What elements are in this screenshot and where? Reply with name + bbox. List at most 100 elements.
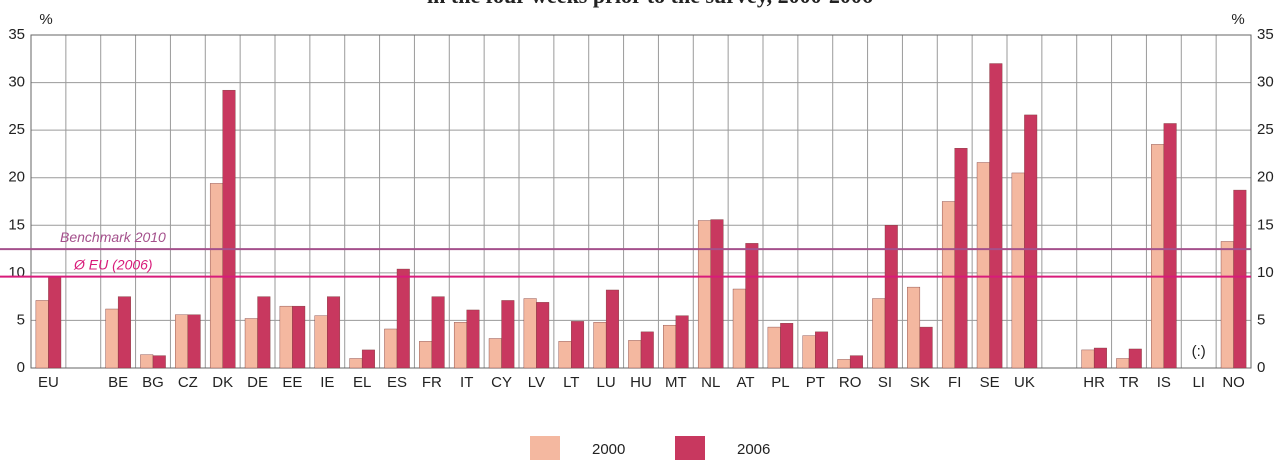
y-tick-label: 0	[17, 359, 25, 376]
bar	[419, 341, 433, 369]
legend-swatch	[530, 436, 560, 460]
bar	[1024, 114, 1038, 369]
bar	[488, 338, 502, 369]
bar	[1128, 348, 1142, 369]
bar	[593, 322, 607, 369]
bar	[48, 276, 62, 369]
bar	[710, 219, 724, 369]
chart-title: in the four weeks prior to the survey, 2…	[427, 0, 873, 8]
bar	[1093, 347, 1107, 369]
x-tick-label: DE	[247, 374, 268, 391]
bar	[976, 162, 990, 369]
bar	[837, 359, 851, 369]
bar	[536, 302, 550, 369]
bar	[361, 349, 375, 369]
reference-label: Ø EU (2006)	[73, 256, 153, 272]
y2-tick-label: 15	[1257, 216, 1274, 233]
bar	[1220, 241, 1234, 369]
y-tick-label: 25	[8, 121, 25, 138]
bar	[1116, 358, 1130, 369]
y2-unit: %	[1231, 11, 1244, 28]
x-tick-label: LV	[528, 374, 545, 391]
bar	[501, 300, 515, 369]
x-tick-label: SK	[910, 374, 930, 391]
x-tick-label: NO	[1222, 374, 1245, 391]
bar	[327, 296, 341, 369]
x-tick-label: LU	[597, 374, 616, 391]
x-tick-label: FR	[422, 374, 442, 391]
y-tick-label: 35	[8, 26, 25, 43]
x-tick-label: IS	[1157, 374, 1171, 391]
x-tick-label: IE	[320, 374, 334, 391]
x-tick-label: IT	[460, 374, 473, 391]
bar	[954, 148, 968, 369]
bar	[35, 300, 49, 369]
bar	[745, 243, 759, 369]
x-tick-label: HR	[1083, 374, 1105, 391]
bar	[292, 305, 306, 369]
bar	[697, 220, 711, 369]
bar	[767, 326, 781, 369]
x-tick-label: EU	[38, 374, 59, 391]
y2-tick-label: 25	[1257, 121, 1274, 138]
x-tick-label: FI	[948, 374, 961, 391]
y-tick-label: 20	[8, 169, 25, 186]
bar	[849, 355, 863, 369]
bar	[628, 340, 642, 369]
bar	[675, 315, 689, 369]
bar	[919, 326, 933, 369]
x-tick-label: PL	[771, 374, 789, 391]
bar	[396, 268, 410, 369]
bar	[453, 322, 467, 369]
reference-label: Benchmark 2010	[60, 229, 166, 245]
bar	[1151, 144, 1165, 369]
bar	[523, 298, 537, 369]
bar	[384, 328, 398, 369]
y-tick-label: 15	[8, 216, 25, 233]
bar	[152, 355, 166, 369]
bar	[640, 331, 654, 369]
bar	[222, 89, 236, 369]
x-tick-label: MT	[665, 374, 687, 391]
x-tick-label: EE	[282, 374, 302, 391]
bar	[1163, 123, 1177, 369]
y2-tick-label: 0	[1257, 359, 1265, 376]
bar	[187, 314, 201, 369]
bar	[605, 289, 619, 369]
x-tick-label: PT	[806, 374, 825, 391]
bar	[175, 314, 189, 369]
bar	[1233, 189, 1247, 369]
bar	[349, 358, 363, 369]
x-tick-label: ES	[387, 374, 407, 391]
y2-tick-label: 5	[1257, 311, 1265, 328]
y2-tick-label: 10	[1257, 264, 1274, 281]
x-tick-label: AT	[737, 374, 755, 391]
y2-tick-label: 35	[1257, 26, 1274, 43]
bar	[558, 341, 572, 369]
bar	[989, 63, 1003, 369]
x-tick-label: CZ	[178, 374, 198, 391]
legend-label: 2000	[592, 441, 625, 458]
x-tick-label: BG	[142, 374, 164, 391]
bar	[117, 296, 131, 369]
bar	[780, 323, 794, 369]
legend-label: 2006	[737, 441, 770, 458]
y2-tick-label: 30	[1257, 74, 1274, 91]
y2-tick-label: 20	[1257, 169, 1274, 186]
x-tick-label: TR	[1119, 374, 1139, 391]
x-tick-label: SI	[878, 374, 892, 391]
x-tick-label: CY	[491, 374, 512, 391]
x-tick-label: RO	[839, 374, 862, 391]
bar	[907, 286, 921, 369]
bar	[140, 354, 154, 369]
bar	[884, 225, 898, 369]
missing-label: (:)	[1192, 343, 1206, 360]
bar	[732, 288, 746, 369]
bar	[1081, 349, 1095, 369]
bar	[802, 335, 816, 369]
bar	[257, 296, 271, 369]
bar	[314, 315, 328, 369]
x-tick-label: BE	[108, 374, 128, 391]
bar	[815, 331, 829, 369]
bar	[872, 298, 886, 369]
